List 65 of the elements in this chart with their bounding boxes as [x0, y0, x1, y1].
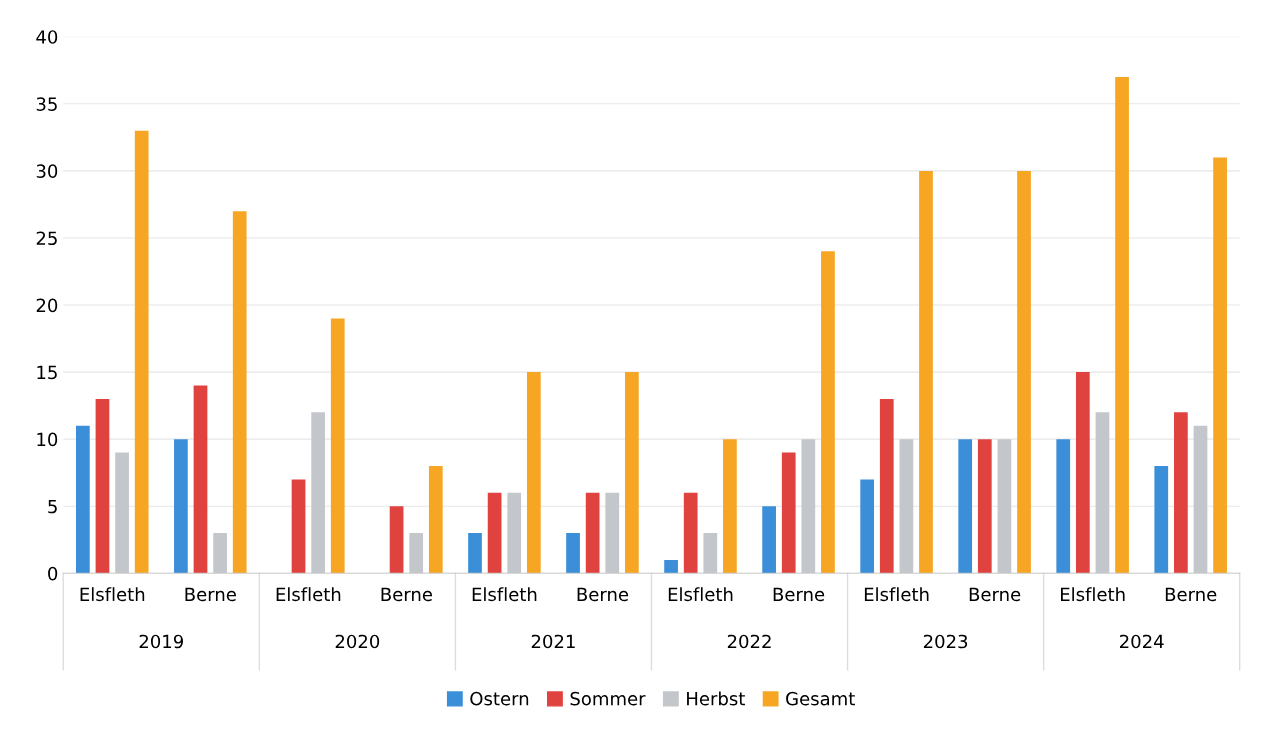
x-tick-label: Elsfleth — [80, 587, 145, 602]
legend-label: Ostern — [470, 691, 529, 706]
bar — [664, 559, 678, 574]
bar — [291, 479, 306, 574]
text: 2023 — [923, 634, 968, 649]
legend-label: Sommer — [570, 691, 646, 706]
x-tick-label: Berne — [381, 587, 432, 602]
bar — [1075, 372, 1090, 574]
y-tick-label: 5 — [48, 499, 57, 514]
text: 2019 — [139, 634, 183, 649]
bar — [566, 533, 580, 574]
bar — [1154, 465, 1169, 574]
legend-label: Herbst — [687, 691, 745, 706]
y-tick-label: 40 — [36, 30, 58, 44]
bar — [821, 251, 835, 574]
bar — [428, 465, 443, 574]
bar — [781, 452, 796, 574]
bar — [487, 492, 502, 574]
y-tick-label: 30 — [36, 164, 58, 178]
bar — [762, 506, 776, 574]
bar — [585, 492, 600, 574]
y-tick-label: 0 — [48, 566, 58, 581]
x-tick-label: Elsfleth — [1061, 587, 1125, 602]
x-tick-label: Berne — [1165, 587, 1217, 602]
bar — [1056, 439, 1071, 574]
legend-label: Gesamt — [786, 691, 855, 706]
bar — [683, 492, 698, 574]
bar — [958, 439, 973, 574]
bar — [1115, 76, 1129, 574]
x-tick-label: Berne — [969, 587, 1021, 602]
text: 2021 — [531, 634, 575, 649]
text: 2020 — [335, 634, 380, 649]
bar — [977, 439, 992, 574]
x-tick-label: Elsfleth — [276, 587, 341, 602]
bar — [468, 533, 482, 574]
bar — [919, 170, 933, 574]
y-tick-label: 25 — [36, 231, 57, 246]
bar — [75, 425, 90, 574]
bar — [526, 372, 541, 574]
bar — [879, 398, 894, 574]
bar — [95, 398, 110, 574]
text: 2022 — [727, 634, 771, 649]
x-tick-label: Berne — [185, 587, 236, 602]
bar — [1174, 412, 1188, 574]
bar — [134, 130, 149, 574]
x-tick-label: Berne — [773, 587, 825, 602]
bar — [860, 479, 875, 574]
bar — [232, 211, 247, 574]
bar — [625, 372, 639, 574]
bar — [193, 385, 208, 574]
text: 2024 — [1120, 634, 1164, 649]
x-tick-label: Elsfleth — [864, 587, 929, 602]
bar — [330, 318, 345, 574]
y-tick-label: 35 — [36, 97, 57, 111]
bar — [174, 439, 188, 574]
bar — [389, 506, 404, 574]
bar — [723, 439, 737, 574]
x-tick-label: Berne — [577, 587, 629, 602]
y-tick-label: 10 — [37, 432, 58, 447]
bar — [1017, 170, 1031, 574]
y-tick-label: 20 — [36, 298, 58, 313]
x-tick-label: Elsfleth — [472, 587, 537, 602]
x-tick-label: Elsfleth — [668, 587, 733, 602]
bar — [1213, 157, 1227, 574]
y-tick-label: 15 — [37, 365, 57, 380]
